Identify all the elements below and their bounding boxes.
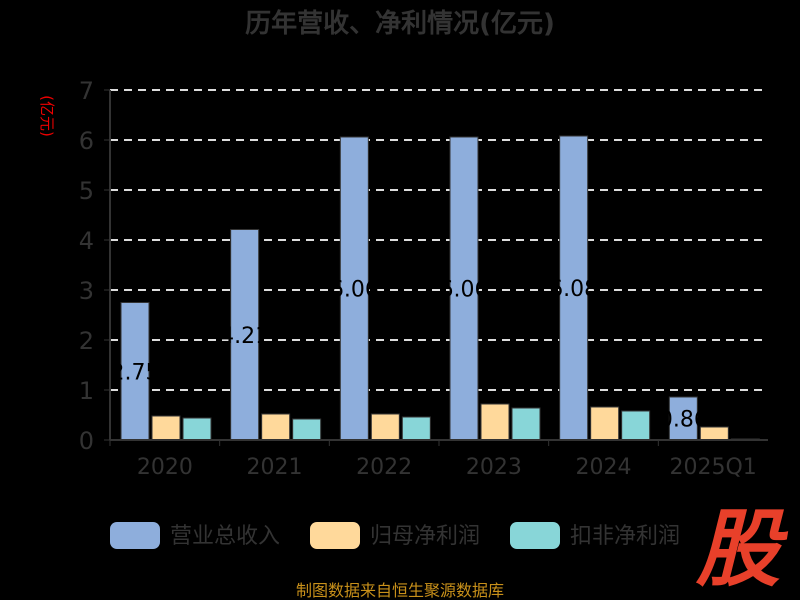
y-tick-label: 3	[79, 277, 94, 305]
bar-2	[370, 413, 400, 441]
data-label: 6.06	[440, 278, 489, 303]
bar-2	[261, 413, 291, 441]
bar-3	[182, 417, 212, 441]
watermark-logo: 股	[695, 500, 789, 598]
legend-label: 扣非净利润	[570, 524, 680, 549]
legend-swatch	[310, 522, 360, 549]
bar-1	[120, 302, 150, 441]
bar-3	[292, 418, 322, 441]
x-tick-label: 2020	[137, 455, 193, 480]
y-tick-label: 6	[79, 127, 94, 155]
bar-3	[401, 416, 431, 441]
bar-2	[151, 415, 181, 441]
bar-3	[511, 407, 541, 441]
data-label: 6.08	[549, 277, 598, 302]
legend-label: 归母净利润	[370, 524, 480, 549]
y-tick-label: 5	[79, 177, 94, 205]
data-label: 0.86	[659, 408, 708, 433]
x-tick-label: 2025Q1	[670, 455, 757, 480]
y-tick-label: 2	[79, 327, 94, 355]
data-label: 4.21	[220, 324, 269, 349]
x-tick-label: 2024	[576, 455, 632, 480]
data-label: 6.06	[330, 278, 379, 303]
chart-title: 历年营收、净利情况(亿元)	[245, 8, 555, 39]
y-tick-label: 7	[79, 77, 94, 105]
y-axis-label: (亿元)	[38, 95, 56, 137]
legend-swatch	[510, 522, 560, 549]
x-tick-label: 2022	[356, 455, 412, 480]
y-tick-label: 4	[79, 227, 94, 255]
bar-2	[480, 403, 510, 441]
bar-1	[230, 229, 260, 441]
y-tick-label: 1	[79, 377, 94, 405]
x-tick-label: 2021	[247, 455, 303, 480]
source-note: 制图数据来自恒生聚源数据库	[296, 581, 504, 600]
legend-label: 营业总收入	[170, 524, 280, 549]
legend-swatch	[110, 522, 160, 549]
x-tick-label: 2023	[466, 455, 522, 480]
bar-2	[590, 406, 620, 441]
y-tick-label: 0	[79, 427, 94, 455]
bar-2	[699, 426, 729, 441]
data-label: 2.75	[111, 360, 160, 385]
bar-3	[621, 410, 651, 441]
